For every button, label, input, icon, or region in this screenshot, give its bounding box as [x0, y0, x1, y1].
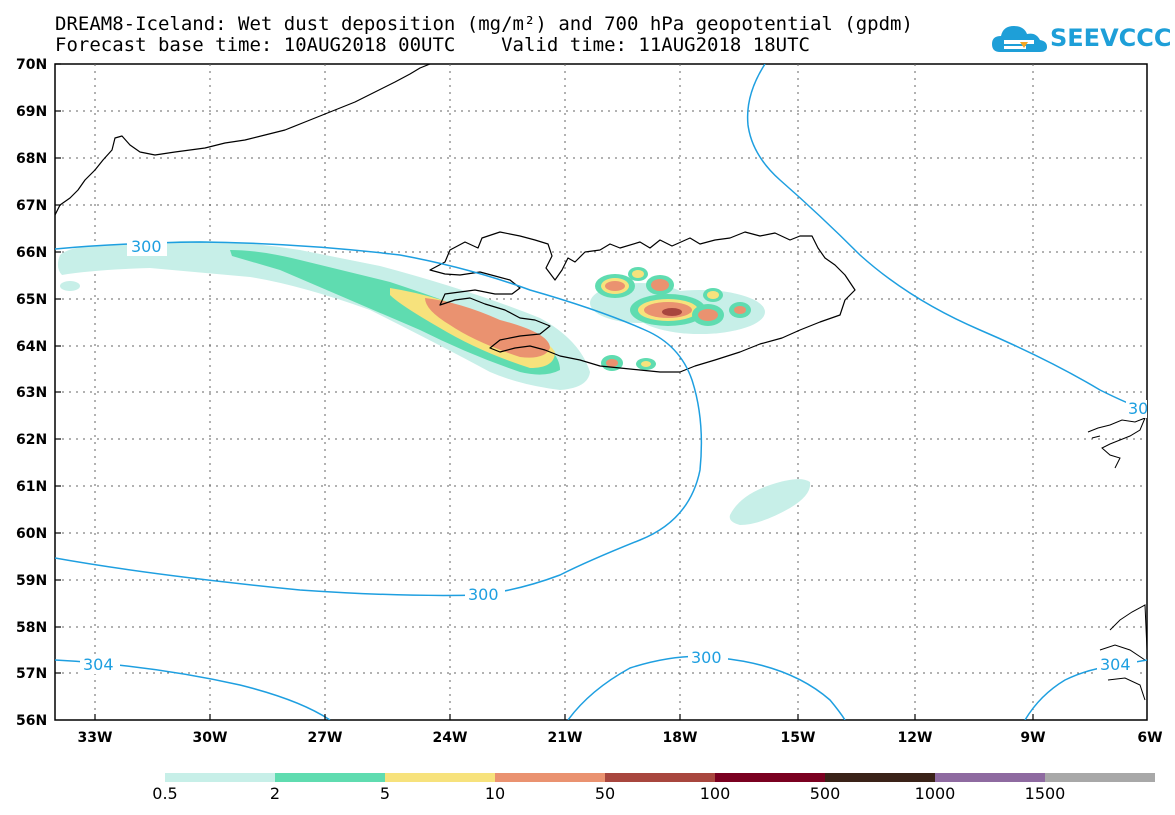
lat-label: 65N — [16, 292, 47, 308]
lon-label: 18W — [663, 730, 698, 746]
legend-swatch — [275, 773, 385, 782]
legend-swatch — [165, 773, 275, 782]
map-content: 300 300 300 304 304 30 — [55, 64, 1148, 720]
legend-label: 500 — [810, 784, 841, 803]
dust-spots-iceland — [590, 267, 811, 525]
faroe-coastline — [1087, 417, 1146, 469]
lon-label: 12W — [898, 730, 933, 746]
contour-label-304-a: 304 — [83, 655, 114, 674]
lat-label: 58N — [16, 620, 47, 636]
legend-swatch — [1045, 773, 1155, 782]
lat-label: 66N — [16, 245, 47, 261]
legend-label: 5 — [380, 784, 390, 803]
lat-label: 63N — [16, 385, 47, 401]
legend-swatch — [715, 773, 825, 782]
contour-label-300-c: 300 — [691, 648, 722, 667]
contour-labels: 300 300 300 304 304 30 — [80, 237, 1148, 674]
color-legend: 0.5 2 5 10 50 100 500 1000 1500 — [152, 773, 1155, 803]
lon-label: 30W — [193, 730, 228, 746]
lat-label: 60N — [16, 526, 47, 542]
legend-swatch — [605, 773, 715, 782]
legend-label: 1000 — [915, 784, 956, 803]
contour-label-300-b: 300 — [468, 585, 499, 604]
axis-ticks — [55, 63, 1034, 720]
iceland-coastline — [429, 231, 856, 373]
lon-label: 9W — [1020, 730, 1045, 746]
seevccc-logo: SEEVCCC — [990, 18, 1172, 58]
lon-label: 27W — [308, 730, 343, 746]
longitude-labels: 33W 30W 27W 24W 21W 18W 15W 12W 9W 6W — [78, 730, 1163, 746]
lat-label: 57N — [16, 666, 47, 682]
scotland-coastline — [1099, 604, 1147, 701]
title-line-2: Forecast base time: 10AUG2018 00UTC Vali… — [55, 34, 810, 56]
lat-label: 69N — [16, 104, 47, 120]
legend-label: 1500 — [1025, 784, 1066, 803]
legend-label: 2 — [270, 784, 280, 803]
legend-swatch — [495, 773, 605, 782]
contour-label-304-b: 304 — [1100, 655, 1131, 674]
legend-swatch — [825, 773, 935, 782]
lat-label: 68N — [16, 151, 47, 167]
lat-label: 59N — [16, 573, 47, 589]
lat-label: 61N — [16, 479, 47, 495]
legend-label: 10 — [485, 784, 505, 803]
contour-label-300-a: 300 — [131, 237, 162, 256]
legend-swatch — [935, 773, 1045, 782]
lat-label: 64N — [16, 339, 47, 355]
greenland-coastline — [55, 64, 431, 216]
lon-label: 21W — [548, 730, 583, 746]
lat-label: 56N — [16, 713, 47, 729]
lat-label: 70N — [16, 57, 47, 73]
lon-label: 15W — [781, 730, 816, 746]
lat-label: 67N — [16, 198, 47, 214]
legend-label: 0.5 — [152, 784, 177, 803]
legend-label: 100 — [700, 784, 731, 803]
lon-label: 24W — [433, 730, 468, 746]
lon-label: 33W — [78, 730, 113, 746]
title-line-1: DREAM8-Iceland: Wet dust deposition (mg/… — [55, 13, 913, 35]
legend-label: 50 — [595, 784, 615, 803]
cloud-icon — [992, 26, 1047, 52]
lat-label: 62N — [16, 432, 47, 448]
latitude-labels: 70N 69N 68N 67N 66N 65N 64N 63N 62N 61N … — [16, 57, 47, 729]
logo-text: SEEVCCC — [1050, 24, 1172, 52]
lon-label: 6W — [1137, 730, 1162, 746]
legend-swatch — [385, 773, 495, 782]
contour-label-30-c: 30 — [1128, 399, 1148, 418]
